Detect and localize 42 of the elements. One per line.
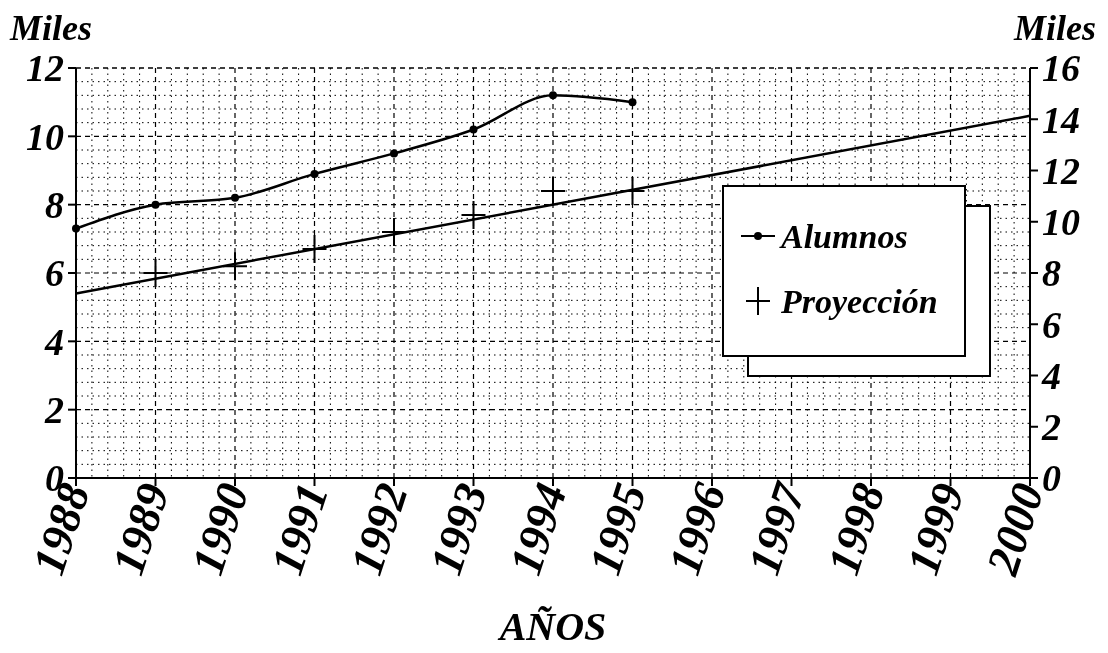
y2-tick-label: 14 [1042,98,1080,141]
point [310,169,319,178]
x-tick-label: 1999 [897,477,975,581]
y-tick-label: 4 [44,320,64,363]
y2-tick-label: 10 [1042,201,1080,244]
y2-tick-label: 16 [1042,47,1080,90]
point [72,224,80,233]
x-tick-label: 1990 [181,477,259,581]
x-tick-label: 1994 [499,477,577,581]
point [461,200,486,229]
point [143,259,168,287]
y2-axis-title: Miles [1012,8,1096,48]
y-tick-label: 12 [26,47,64,90]
legend-label: Proyección [780,283,938,320]
x-tick-label: 1997 [738,475,816,581]
point [541,177,565,205]
x-tick-label: 1991 [261,477,339,581]
y2-tick-label: 2 [1041,406,1061,449]
point [390,149,398,158]
y2-tick-label: 6 [1042,303,1061,346]
y2-tick-label: 12 [1042,149,1080,192]
x-axis-title: AÑOS [496,604,607,649]
y2-tick-label: 4 [1041,354,1061,397]
x-tick-label: 1993 [420,477,498,581]
point [549,91,557,100]
point [231,193,239,202]
x-tick-label: 1995 [579,477,657,581]
x-tick-label: 1996 [658,477,736,581]
x-tick-label: 1992 [340,477,418,581]
legend-label: Alumnos [779,218,908,255]
y-tick-label: 6 [45,252,64,295]
y2-tick-label: 8 [1042,252,1061,295]
y-axis-title: Miles [9,8,93,48]
y-tick-label: 8 [45,183,64,226]
y-tick-label: 10 [26,115,64,158]
y-tick-label: 2 [44,388,64,431]
y2-tick-label: 0 [1042,457,1061,500]
x-tick-label: 1989 [102,477,180,581]
x-tick-label: 1998 [817,477,895,581]
point [469,125,478,134]
point [628,98,637,107]
point [151,200,160,209]
